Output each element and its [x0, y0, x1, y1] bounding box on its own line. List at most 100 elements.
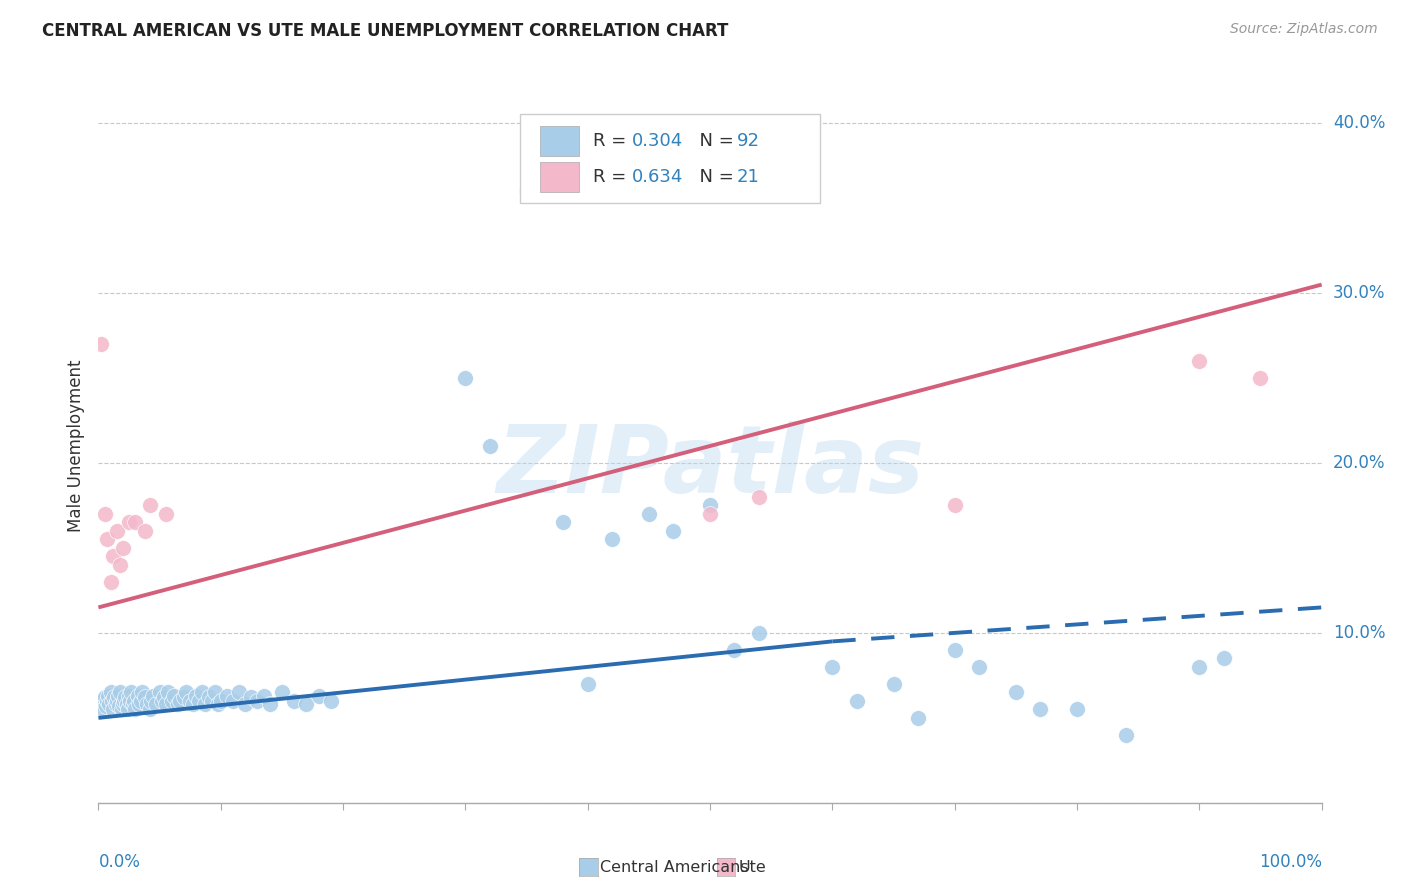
Point [515, 184, 537, 198]
Text: 0.304: 0.304 [631, 132, 683, 150]
Point [553, 516, 575, 530]
Point [1249, 371, 1271, 385]
Point [883, 677, 905, 691]
Point [155, 698, 177, 712]
Point [112, 694, 135, 708]
Point [163, 689, 186, 703]
Text: 20.0%: 20.0% [1333, 454, 1385, 472]
Point [943, 643, 966, 657]
FancyBboxPatch shape [540, 126, 579, 156]
Point [576, 167, 599, 181]
Point [139, 694, 162, 708]
Point [98, 698, 121, 712]
Text: 92: 92 [737, 132, 759, 150]
Point [187, 694, 209, 708]
Point [1188, 660, 1211, 674]
Point [149, 685, 172, 699]
Point [1004, 685, 1026, 699]
Text: 30.0%: 30.0% [1333, 284, 1385, 302]
Text: Central Americans: Central Americans [600, 860, 749, 874]
Y-axis label: Male Unemployment: Male Unemployment [66, 359, 84, 533]
Point [139, 499, 162, 513]
Point [319, 694, 342, 708]
Point [270, 685, 294, 699]
Point [134, 690, 156, 705]
Point [478, 439, 501, 453]
Point [179, 694, 201, 708]
Point [194, 698, 217, 712]
Text: R =: R = [592, 132, 631, 150]
Point [157, 685, 180, 699]
FancyBboxPatch shape [540, 161, 579, 192]
Text: 0.634: 0.634 [631, 168, 683, 186]
Point [139, 702, 162, 716]
Text: Ute: Ute [738, 860, 766, 874]
Point [748, 626, 770, 640]
Point [93, 507, 115, 521]
Point [105, 524, 128, 538]
Point [209, 694, 232, 708]
Point [1066, 702, 1088, 716]
Point [748, 490, 770, 504]
Point [111, 541, 134, 555]
Point [101, 702, 124, 716]
Text: Source: ZipAtlas.com: Source: ZipAtlas.com [1230, 22, 1378, 37]
Point [105, 694, 128, 708]
Point [114, 690, 136, 705]
Point [600, 533, 623, 547]
Point [100, 685, 122, 699]
Point [259, 698, 281, 712]
Point [136, 698, 159, 712]
Point [191, 685, 214, 699]
Point [845, 694, 868, 708]
Point [201, 694, 224, 708]
Point [246, 694, 269, 708]
Point [122, 694, 145, 708]
Point [103, 690, 125, 705]
Point [1115, 728, 1137, 742]
Point [204, 685, 226, 699]
Point [90, 694, 112, 708]
Point [150, 694, 173, 708]
Point [252, 689, 274, 703]
Point [454, 371, 477, 385]
Point [128, 698, 150, 712]
Point [821, 660, 844, 674]
Point [96, 694, 118, 708]
Text: 100.0%: 100.0% [1258, 853, 1322, 871]
Point [115, 698, 138, 712]
Point [127, 689, 149, 703]
Point [699, 507, 721, 521]
Point [91, 698, 114, 712]
Point [295, 698, 318, 712]
Point [153, 690, 176, 705]
Text: 10.0%: 10.0% [1333, 624, 1385, 642]
Point [169, 694, 191, 708]
Point [967, 660, 990, 674]
Point [1029, 702, 1052, 716]
Point [233, 698, 256, 712]
Point [129, 694, 152, 708]
Point [222, 694, 245, 708]
Point [240, 690, 263, 705]
Point [117, 702, 139, 716]
Point [228, 685, 250, 699]
Point [181, 698, 204, 712]
Text: R =: R = [592, 168, 631, 186]
Point [97, 689, 120, 703]
Point [118, 516, 141, 530]
Text: N =: N = [688, 168, 740, 186]
Point [94, 698, 117, 713]
Point [110, 685, 132, 699]
Point [1188, 354, 1211, 368]
Point [108, 698, 131, 713]
Point [167, 698, 190, 712]
Point [91, 702, 114, 716]
Point [160, 694, 183, 708]
Point [723, 643, 745, 657]
Point [637, 507, 661, 521]
Point [107, 689, 129, 703]
Point [215, 689, 238, 703]
Point [118, 689, 141, 703]
Text: 40.0%: 40.0% [1333, 114, 1385, 132]
